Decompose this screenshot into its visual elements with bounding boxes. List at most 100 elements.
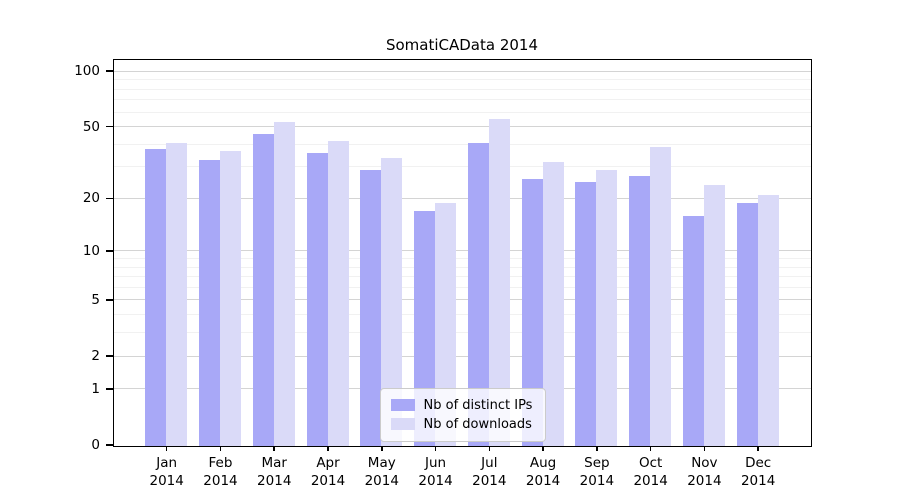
y-tick-label: 100 [74, 63, 100, 80]
x-tick-month: May [367, 455, 396, 471]
bar-may-downloads [381, 157, 403, 446]
legend-label-distinct-ips: Nb of distinct IPs [423, 397, 533, 413]
y-tick-label: 2 [91, 348, 100, 365]
x-axis-tick [327, 445, 329, 451]
y-tick-label: 5 [91, 291, 100, 308]
x-axis-tick [596, 445, 598, 451]
major-gridline [113, 355, 811, 357]
x-tick-month: Jan [156, 455, 178, 471]
bar-feb-downloads [219, 150, 241, 446]
bar-jun-downloads [435, 202, 457, 446]
x-tick-month: Jun [425, 455, 447, 471]
x-tick-year: 2014 [740, 473, 776, 489]
x-tick-label: Feb 2014 [192, 454, 248, 490]
x-axis-tick [757, 445, 759, 451]
x-tick-label: Jan 2014 [139, 454, 195, 490]
major-gridline [113, 299, 811, 301]
x-tick-label: Mar 2014 [246, 454, 302, 490]
x-tick-month: Mar [261, 455, 287, 471]
x-tick-month: Dec [745, 455, 772, 471]
x-tick-label: Aug 2014 [515, 454, 571, 490]
bar-mar-distinct-ips [252, 133, 274, 446]
x-tick-year: 2014 [418, 473, 453, 489]
x-tick-month: Oct [638, 455, 663, 471]
y-tick-label: 20 [82, 190, 100, 207]
bar-nov-downloads [703, 184, 725, 446]
minor-gridline [113, 143, 811, 145]
y-axis-tick [105, 70, 113, 72]
y-axis-tick [105, 355, 113, 357]
x-tick-year: 2014 [257, 473, 292, 489]
x-tick-month: Jul [481, 455, 498, 471]
bar-jul-downloads [488, 119, 510, 446]
bar-apr-distinct-ips [306, 153, 328, 446]
y-tick-label: 1 [91, 380, 100, 397]
x-tick-year: 2014 [364, 473, 399, 489]
minor-gridline [113, 88, 811, 90]
x-axis-tick [273, 445, 275, 451]
legend: Nb of distinct IPs Nb of downloads [379, 387, 546, 442]
x-tick-year: 2014 [472, 473, 507, 489]
x-tick-month: Aug [529, 455, 557, 471]
minor-gridline [113, 314, 811, 316]
y-tick-label: 50 [82, 118, 100, 135]
x-axis-tick [542, 445, 544, 451]
minor-gridline [113, 266, 811, 268]
minor-gridline [113, 258, 811, 259]
bar-sep-distinct-ips [575, 181, 597, 446]
bar-sep-downloads [596, 170, 618, 446]
x-tick-year: 2014 [687, 473, 722, 489]
y-axis-tick [105, 250, 113, 252]
bar-may-distinct-ips [360, 170, 382, 446]
x-tick-label: Oct 2014 [623, 454, 679, 490]
minor-gridline [113, 332, 811, 334]
x-axis-tick [488, 445, 491, 451]
x-axis-tick [219, 445, 222, 451]
y-axis-tick [105, 197, 113, 200]
y-tick-label: 0 [91, 437, 100, 453]
major-gridline [113, 126, 811, 128]
x-tick-month: Feb [208, 455, 233, 471]
x-tick-label: Dec 2014 [730, 454, 786, 490]
bar-jun-distinct-ips [414, 211, 436, 446]
x-tick-label: Jul 2014 [461, 454, 517, 490]
x-tick-year: 2014 [525, 473, 561, 489]
x-tick-month: Nov [691, 455, 718, 471]
legend-item-distinct-ips: Nb of distinct IPs [390, 396, 535, 415]
legend-label-downloads: Nb of downloads [423, 416, 532, 432]
plot-area: Nb of distinct IPs Nb of downloads [112, 58, 812, 447]
x-tick-year: 2014 [579, 473, 615, 489]
x-axis-tick [434, 445, 437, 451]
bar-oct-distinct-ips [629, 175, 651, 446]
x-tick-label: Nov 2014 [676, 454, 732, 490]
x-tick-label: Apr 2014 [300, 454, 356, 490]
bar-nov-distinct-ips [682, 216, 704, 446]
bar-apr-downloads [327, 140, 349, 446]
minor-gridline [113, 99, 811, 101]
x-tick-label: May 2014 [354, 454, 410, 490]
legend-item-downloads: Nb of downloads [390, 415, 535, 434]
bar-oct-downloads [650, 146, 672, 446]
minor-gridline [113, 79, 811, 81]
major-gridline [113, 250, 811, 252]
x-axis-tick [649, 445, 652, 451]
chart-title: SomatiCAData 2014 [385, 36, 539, 54]
x-axis-tick [165, 445, 168, 451]
x-tick-year: 2014 [149, 473, 184, 489]
y-axis-tick [105, 444, 113, 446]
x-tick-month: Apr [316, 455, 340, 471]
y-axis-tick [105, 299, 113, 301]
legend-swatch-distinct-ips [390, 399, 415, 411]
minor-gridline [113, 111, 811, 113]
bar-aug-downloads [542, 162, 564, 446]
y-axis-tick [105, 388, 113, 390]
bar-feb-distinct-ips [198, 159, 220, 446]
bar-dec-distinct-ips [736, 202, 758, 446]
x-tick-month: Sep [584, 455, 610, 471]
major-gridline [113, 70, 811, 72]
legend-swatch-downloads [390, 418, 415, 430]
major-gridline [113, 197, 811, 199]
x-tick-year: 2014 [310, 473, 346, 489]
bar-jul-distinct-ips [467, 142, 489, 446]
